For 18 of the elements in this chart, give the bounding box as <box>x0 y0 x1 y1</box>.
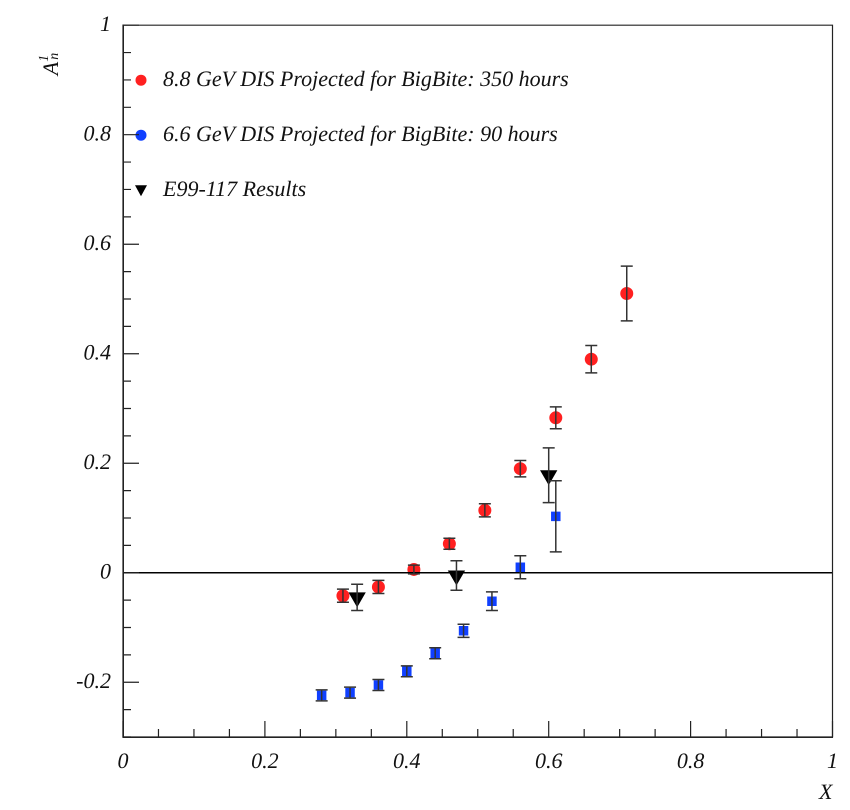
y-tick-label: 1 <box>100 10 111 36</box>
y-tick-label: 0.6 <box>84 230 111 255</box>
x-tick-label: 0 <box>118 748 128 773</box>
y-tick-label: 0.8 <box>84 120 111 146</box>
x-axis-title: X <box>818 779 834 804</box>
x-tick-label: 1 <box>827 748 838 773</box>
x-tick-label: 0.4 <box>393 748 421 773</box>
y-tick-label: 0.2 <box>84 449 111 474</box>
y-tick-label: 0 <box>100 558 111 584</box>
y-tick-label: -0.2 <box>76 668 111 694</box>
legend-label: 8.8 GeV DIS Projected for BigBite: 350 hours <box>163 66 569 91</box>
x-tick-label: 0.8 <box>676 748 704 773</box>
y-tick-label: 0.4 <box>84 340 111 365</box>
x-tick-label: 0.6 <box>534 748 562 773</box>
legend-label: E99-117 Results <box>162 176 306 201</box>
y-axis-title: A1n <box>37 52 63 78</box>
legend-label: 6.6 GeV DIS Projected for BigBite: 90 hours <box>163 120 558 146</box>
x-tick-label: 0.2 <box>251 748 279 773</box>
